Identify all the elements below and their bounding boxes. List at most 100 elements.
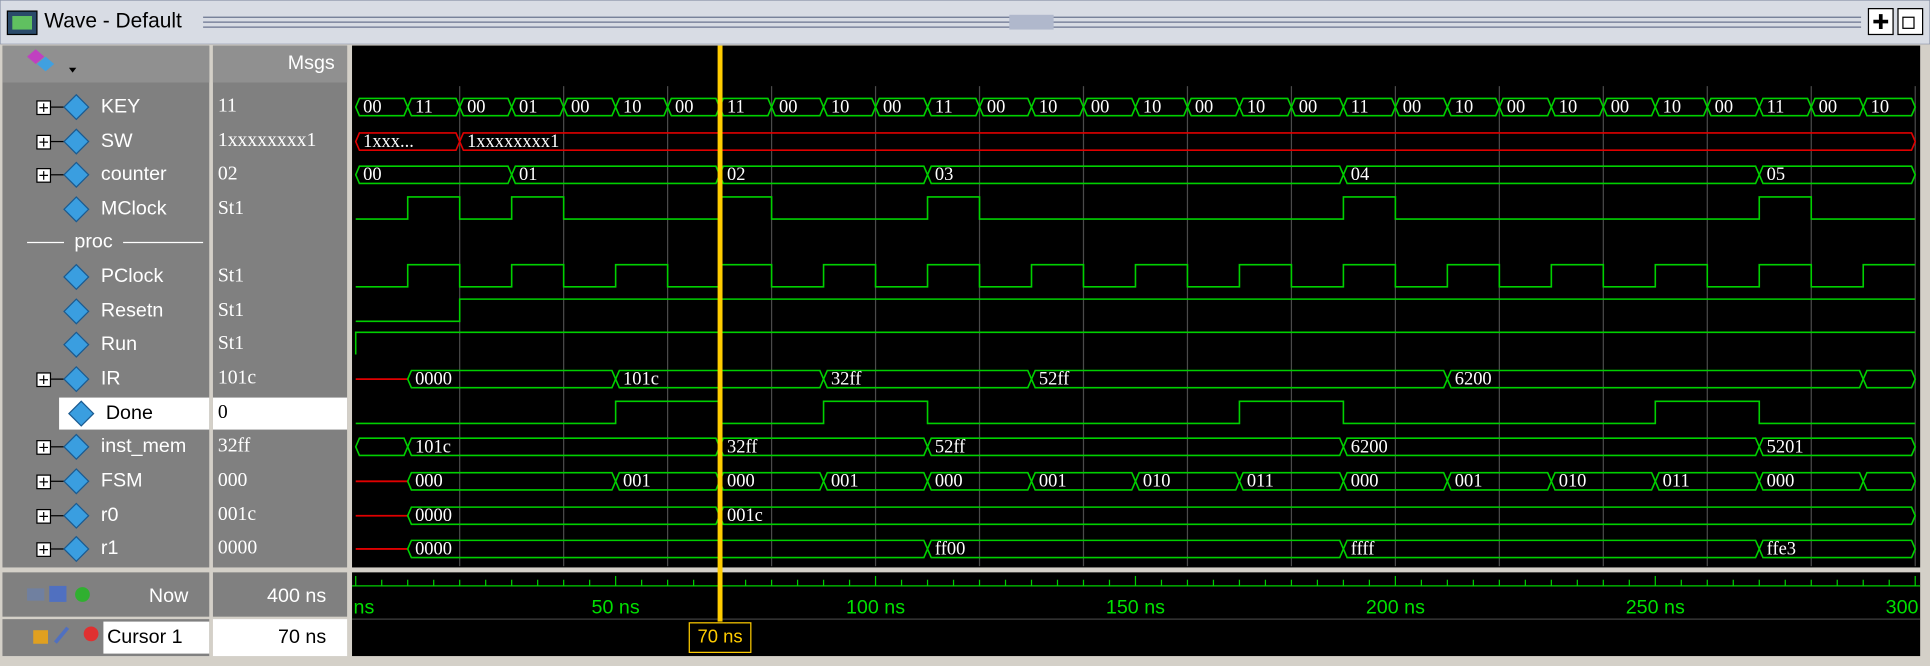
bus-value: 1xxxxxxxx1 [467, 131, 559, 151]
delete-cursor-icon[interactable] [83, 626, 99, 642]
values-header-label: Msgs [288, 52, 335, 74]
bus-value: 11 [727, 97, 745, 117]
signal-value: St1 [218, 197, 244, 219]
bus-segment [718, 506, 1917, 526]
axis-label: 150 ns [1106, 596, 1165, 618]
bus-value: 00 [1715, 97, 1733, 117]
signal-value: 000 [218, 469, 248, 491]
signal-icon [68, 400, 95, 427]
toolbar-icon[interactable] [27, 49, 45, 65]
bus-value: 6200 [1455, 369, 1492, 389]
bus-value: 0000 [415, 538, 452, 558]
undock-icon [1902, 16, 1915, 29]
bus-value: 11 [1767, 97, 1785, 117]
dropdown-arrow[interactable] [68, 67, 77, 73]
add-cursor-icon[interactable] [75, 587, 90, 602]
lock-icon[interactable] [33, 630, 49, 644]
edit-icon[interactable] [53, 626, 70, 644]
bus-value: 10 [1559, 97, 1577, 117]
now-label: Now [149, 585, 189, 607]
signal-name: SW [101, 130, 133, 152]
bus-value: 00 [1403, 97, 1421, 117]
bus-value: 00 [363, 97, 381, 117]
expand-plus [39, 477, 49, 487]
bus-value: 32ff [831, 369, 862, 389]
bus-value: ffe3 [1767, 538, 1796, 558]
bus-value: 11 [415, 97, 433, 117]
bus-value: 001 [1039, 471, 1067, 491]
bus-value: 00 [1091, 97, 1109, 117]
signal-icon [63, 331, 90, 358]
bus-value: 32ff [727, 436, 758, 456]
cursor-name-box[interactable] [103, 621, 210, 654]
axis-label: 200 ns [1366, 596, 1425, 618]
bus-value: 10 [1871, 97, 1889, 117]
cursor-line[interactable] [717, 45, 723, 622]
signal-name: Done [106, 402, 153, 424]
bus-value: 00 [987, 97, 1005, 117]
bus-value: 00 [1195, 97, 1213, 117]
toolbar-icon-2 [36, 56, 55, 72]
signal-value: 001c [218, 503, 257, 525]
bit-wave [355, 400, 1916, 425]
bus-segment [1758, 437, 1917, 457]
bus-value: 0000 [415, 369, 452, 389]
signal-icon [63, 535, 90, 563]
signal-icon [63, 502, 90, 529]
expand-plus [39, 171, 49, 180]
bus-segment [1758, 165, 1917, 185]
bus-value: 00 [675, 97, 693, 117]
bus-value: 6200 [1351, 436, 1388, 456]
time-axis: 0 ns 50 ns 100 ns 150 ns 200 ns 250 ns 300 ns [352, 576, 1930, 620]
bus-value: 101c [623, 369, 659, 389]
now-value-cell [212, 572, 348, 617]
bus-value: 10 [1143, 97, 1161, 117]
signal-value: 0000 [218, 536, 258, 558]
expand-plus [39, 137, 49, 147]
bus-value: 011 [1247, 471, 1274, 491]
bus-value: 52ff [935, 436, 966, 456]
bit-wave [355, 298, 1916, 323]
signal-name: Resetn [101, 300, 163, 322]
window-icon-inner [12, 16, 33, 30]
now-icon-2[interactable] [49, 585, 67, 602]
bus-value: 52ff [1039, 369, 1070, 389]
values-header [212, 45, 348, 83]
window-title: Wave - Default [44, 10, 182, 33]
bus-value: 10 [623, 97, 641, 117]
cursor-value: 70 ns [278, 626, 326, 648]
bus-value: 101c [415, 436, 451, 456]
signal-name: Run [101, 333, 137, 355]
signal-icon [63, 128, 90, 155]
signal-value: 32ff [218, 434, 251, 456]
axis-label: 300 ns [1886, 596, 1930, 618]
bus-value: 00 [363, 164, 381, 184]
bus-value: 10 [1247, 97, 1265, 117]
cursor-marker-box [688, 622, 752, 653]
signal-value: 0 [218, 401, 228, 423]
bus-value: 11 [1351, 97, 1369, 117]
bus-value: 10 [1663, 97, 1681, 117]
bus-value: 10 [831, 97, 849, 117]
bus-segment [1862, 369, 1917, 389]
bus-value: 000 [1767, 471, 1795, 491]
signal-name: MClock [101, 197, 167, 219]
values-pane [212, 45, 348, 568]
bus-value: 011 [1663, 471, 1690, 491]
signal-value: 02 [218, 162, 238, 184]
bit-wave [355, 263, 1916, 288]
title-grip-center [1009, 14, 1054, 30]
bus-value: 04 [1351, 164, 1369, 184]
cursor-label: Cursor 1 [107, 626, 183, 648]
bus-value: 010 [1559, 471, 1587, 491]
signal-icon [63, 161, 90, 188]
signal-value: St1 [218, 299, 244, 321]
bus-value: 03 [935, 164, 953, 184]
bus-segment [1758, 539, 1917, 559]
signal-icon [63, 298, 90, 325]
bus-value: 5201 [1767, 436, 1804, 456]
undock-button[interactable] [1897, 8, 1924, 36]
signal-icon [63, 196, 90, 223]
bus-value: 01 [519, 164, 537, 184]
